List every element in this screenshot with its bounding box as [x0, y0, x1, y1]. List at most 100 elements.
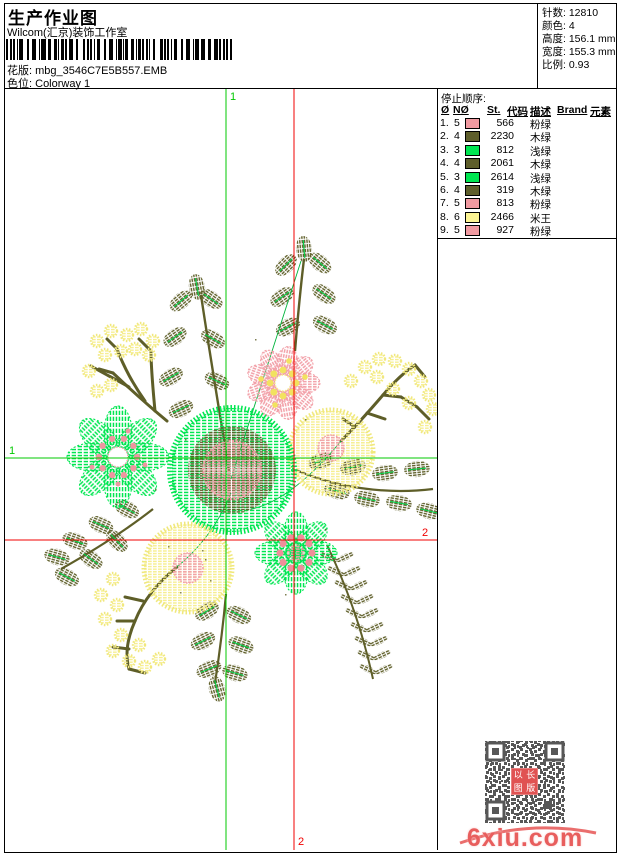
- color-description: 粉绿: [530, 199, 551, 212]
- table-row: 9. 5 927 粉绿: [438, 224, 616, 238]
- color-description: 浅绿: [530, 145, 551, 158]
- width-value: 155.3 mm: [568, 46, 616, 58]
- stop-sequence-columns: Ø NØ St. 代码 描述 Brand 元素: [438, 104, 616, 118]
- stitch-count: 2614: [490, 170, 514, 183]
- seal-stamp: 以长图版: [512, 769, 537, 794]
- needle-number: 5: [454, 117, 460, 129]
- flower-right-yellow: [286, 407, 376, 497]
- column-header: Brand: [557, 104, 588, 116]
- color-swatch: [465, 144, 480, 156]
- color-swatch: [465, 131, 480, 143]
- design-info-box: 针数: 12810 颜色: 4 高度: 156.1 mm 宽度: 155.3 m…: [537, 4, 616, 89]
- branch-bottom-center: [187, 593, 257, 705]
- width-line: 宽度: 155.3 mm: [542, 46, 616, 58]
- row-index: 5.: [440, 170, 449, 183]
- column-header: 代码: [507, 106, 528, 118]
- colorway-value: Colorway 1: [35, 78, 91, 90]
- row-index: 9.: [440, 224, 449, 237]
- height-line: 高度: 156.1 mm: [542, 33, 616, 45]
- color-swatch: [465, 184, 480, 196]
- header: 生产作业图 Wilcom(汇京)装饰工作室 花版: mbg_3546C7E5B5…: [5, 4, 616, 91]
- color-swatch: [465, 211, 480, 223]
- flower-bottom-green: [254, 511, 338, 595]
- pattern-file-line: 花版: mbg_3546C7E5B557.EMB: [7, 62, 167, 78]
- marker-1-top: 1: [230, 91, 236, 103]
- pattern-label: 花版:: [7, 65, 33, 77]
- stitch-count: 927: [496, 224, 514, 237]
- flower-bottom-yellow: [141, 521, 235, 615]
- stitch-count: 812: [496, 143, 514, 156]
- scale-line: 比例: 0.93: [542, 59, 590, 71]
- color-description: 木绿: [530, 185, 551, 198]
- stitch-count: 813: [496, 197, 514, 210]
- table-row: 3. 3 812 浅绿: [438, 143, 616, 158]
- colorway-label: 色位:: [7, 78, 33, 90]
- table-row: 1. 5 566 粉绿: [438, 117, 616, 131]
- color-description: 米王: [530, 212, 551, 225]
- stop-sequence-title: 停止顺序:: [441, 93, 486, 105]
- table-row: 5. 3 2614 浅绿: [438, 170, 616, 185]
- stitch-count: 319: [496, 183, 514, 196]
- fern-bottom-right: [318, 544, 395, 680]
- stitch-count: 566: [496, 117, 514, 129]
- table-row: 7. 5 813 粉绿: [438, 197, 616, 212]
- color-description: 木绿: [530, 132, 551, 145]
- row-index: 7.: [440, 197, 449, 210]
- table-row: 8. 6 2466 米王: [438, 210, 616, 225]
- color-swatch: [465, 198, 480, 210]
- row-index: 8.: [440, 210, 449, 223]
- flower-center-large: [167, 405, 297, 535]
- row-index: 2.: [440, 130, 449, 143]
- color-swatch: [465, 118, 480, 129]
- stitch-count: 2061: [490, 157, 514, 170]
- marker-2-bottom: 2: [298, 836, 304, 848]
- table-row: 4. 4 2061 木绿: [438, 157, 616, 172]
- column-header: 描述: [530, 106, 551, 118]
- stitch-count-line: 针数: 12810: [542, 7, 599, 19]
- stitch-count: 2466: [490, 210, 514, 223]
- pattern-value: mbg_3546C7E5B557.EMB: [35, 65, 168, 77]
- marker-1-left: 1: [9, 445, 15, 457]
- scale-value: 0.93: [568, 59, 590, 71]
- row-index: 6.: [440, 183, 449, 196]
- color-count-line: 颜色: 4: [542, 20, 575, 32]
- crosshair-1-green: 1 1: [5, 89, 437, 850]
- needle-number: 5: [454, 197, 460, 210]
- needle-number: 3: [454, 170, 460, 183]
- crosshair-2-red: 2 2: [5, 89, 437, 850]
- needle-number: 5: [454, 224, 460, 237]
- barcode: [6, 39, 234, 60]
- table-row: 2. 4 2230 木绿: [438, 130, 616, 145]
- needle-number: 6: [454, 210, 460, 223]
- stop-sequence-rows: 1. 5 566 粉绿 2. 4 2230 木绿 3. 3 812 浅绿 4. 4 2061 木绿 5. 3 261…: [438, 117, 616, 238]
- color-count-value: 4: [568, 20, 575, 32]
- height-value: 156.1 mm: [568, 33, 616, 45]
- flower-left-green: [66, 405, 170, 509]
- jump-stitch-dots: [155, 339, 327, 611]
- color-description: 粉绿: [530, 119, 551, 131]
- needle-number: 4: [454, 183, 460, 196]
- right-panel: 停止顺序: Ø NØ St. 代码 描述 Brand 元素 1. 5 566 粉绿 2. 4 2230 木…: [437, 89, 616, 852]
- row-index: 3.: [440, 143, 449, 156]
- qr-code: 以长图版: [484, 739, 566, 825]
- color-swatch: [465, 171, 480, 183]
- branch-top-right: [266, 234, 341, 352]
- needle-number: 4: [454, 130, 460, 143]
- page-title: 生产作业图: [8, 9, 98, 28]
- color-swatch: [465, 158, 480, 170]
- row-index: 1.: [440, 117, 449, 129]
- needle-number: 4: [454, 157, 460, 170]
- watermark-text: 6xiu.com: [466, 824, 584, 852]
- embroidery-design: 1 1 2 2: [5, 89, 437, 850]
- colorway-line: 色位: Colorway 1: [7, 75, 90, 91]
- marker-2-right: 2: [422, 527, 428, 539]
- stitch-count-value: 12810: [568, 7, 599, 19]
- row-index: 4.: [440, 157, 449, 170]
- flower-top-pink: [243, 344, 321, 422]
- column-header: 元素: [590, 106, 611, 118]
- table-row: 6. 4 319 木绿: [438, 183, 616, 198]
- column-header: Ø: [441, 104, 450, 116]
- color-description: 木绿: [530, 159, 551, 172]
- color-swatch: [465, 225, 480, 237]
- design-area: 1 1 2 2: [5, 89, 437, 850]
